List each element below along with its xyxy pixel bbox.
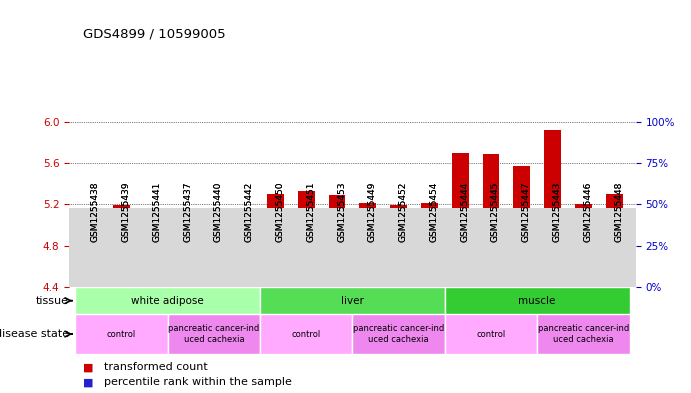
Text: GSM1255437: GSM1255437: [183, 182, 192, 242]
Text: pancreatic cancer-ind
uced cachexia: pancreatic cancer-ind uced cachexia: [538, 324, 629, 344]
Point: [332, 249, 343, 255]
FancyBboxPatch shape: [168, 314, 260, 354]
Point: [516, 242, 527, 249]
Text: control: control: [107, 330, 136, 338]
Text: ■: ■: [83, 362, 93, 373]
Text: GDS4899 / 10599005: GDS4899 / 10599005: [83, 28, 225, 40]
Point: [116, 251, 127, 257]
Point: [178, 254, 189, 260]
Text: GSM1255444: GSM1255444: [460, 182, 469, 242]
Text: control: control: [476, 330, 506, 338]
Point: [486, 239, 497, 246]
FancyBboxPatch shape: [352, 314, 445, 354]
FancyBboxPatch shape: [445, 287, 630, 314]
FancyBboxPatch shape: [75, 314, 168, 354]
FancyBboxPatch shape: [537, 314, 630, 354]
Bar: [452, 153, 468, 287]
Point: [301, 246, 312, 252]
Point: [270, 248, 281, 254]
Text: GSM1255452: GSM1255452: [399, 182, 408, 242]
Text: GSM1255453: GSM1255453: [337, 182, 346, 242]
Text: GSM1255440: GSM1255440: [214, 182, 223, 242]
Bar: [236, 275, 253, 287]
FancyBboxPatch shape: [260, 287, 445, 314]
Text: GSM1255450: GSM1255450: [276, 182, 285, 242]
Text: GSM1255445: GSM1255445: [491, 182, 500, 242]
Point: [239, 279, 250, 285]
FancyBboxPatch shape: [69, 208, 636, 287]
Bar: [359, 203, 377, 287]
Text: GSM1255446: GSM1255446: [583, 182, 592, 242]
Text: liver: liver: [341, 296, 364, 306]
Text: tissue: tissue: [36, 296, 69, 306]
Point: [455, 237, 466, 244]
Bar: [513, 166, 530, 287]
Point: [85, 264, 96, 270]
Text: GSM1255453: GSM1255453: [337, 182, 346, 242]
Text: GSM1255451: GSM1255451: [306, 182, 315, 242]
Point: [547, 221, 558, 227]
Point: [362, 252, 373, 259]
Text: white adipose: white adipose: [131, 296, 204, 306]
Text: GSM1255444: GSM1255444: [460, 182, 469, 242]
Text: GSM1255454: GSM1255454: [429, 182, 438, 242]
Text: GSM1255449: GSM1255449: [368, 182, 377, 242]
Text: GSM1255437: GSM1255437: [183, 182, 192, 242]
Bar: [267, 194, 284, 287]
Bar: [390, 206, 407, 287]
FancyBboxPatch shape: [260, 314, 352, 354]
Text: GSM1255439: GSM1255439: [122, 182, 131, 242]
Bar: [144, 235, 161, 287]
Text: GSM1255447: GSM1255447: [522, 182, 531, 242]
Bar: [575, 204, 591, 287]
Bar: [175, 209, 191, 287]
Point: [208, 254, 219, 260]
Text: GSM1255439: GSM1255439: [122, 182, 131, 242]
Point: [424, 252, 435, 259]
Text: ■: ■: [83, 377, 93, 387]
Bar: [82, 239, 99, 287]
Text: GSM1255442: GSM1255442: [245, 182, 254, 242]
Text: muscle: muscle: [518, 296, 556, 306]
Text: percentile rank within the sample: percentile rank within the sample: [104, 377, 292, 387]
Text: pancreatic cancer-ind
uced cachexia: pancreatic cancer-ind uced cachexia: [168, 324, 259, 344]
Point: [146, 261, 158, 267]
Text: GSM1255443: GSM1255443: [553, 182, 562, 242]
Text: GSM1255445: GSM1255445: [491, 182, 500, 242]
Bar: [113, 206, 130, 287]
Text: GSM1255438: GSM1255438: [91, 182, 100, 242]
Text: control: control: [292, 330, 321, 338]
Bar: [328, 195, 346, 287]
Bar: [544, 130, 561, 287]
Text: GSM1255446: GSM1255446: [583, 182, 592, 242]
Text: GSM1255448: GSM1255448: [614, 182, 623, 242]
Text: GSM1255441: GSM1255441: [152, 182, 161, 242]
Text: GSM1255454: GSM1255454: [429, 182, 438, 242]
Text: GSM1255448: GSM1255448: [614, 182, 623, 242]
Text: GSM1255452: GSM1255452: [399, 182, 408, 242]
Text: GSM1255443: GSM1255443: [553, 182, 562, 242]
Text: pancreatic cancer-ind
uced cachexia: pancreatic cancer-ind uced cachexia: [353, 324, 444, 344]
Bar: [298, 191, 314, 287]
Text: GSM1255450: GSM1255450: [276, 182, 285, 242]
Text: transformed count: transformed count: [104, 362, 207, 373]
Point: [393, 254, 404, 260]
Text: GSM1255449: GSM1255449: [368, 182, 377, 242]
Text: GSM1255447: GSM1255447: [522, 182, 531, 242]
Bar: [421, 203, 438, 287]
Point: [609, 248, 620, 254]
Text: GSM1255440: GSM1255440: [214, 182, 223, 242]
Text: GSM1255451: GSM1255451: [306, 182, 315, 242]
Point: [578, 256, 589, 262]
FancyBboxPatch shape: [75, 287, 260, 314]
Bar: [482, 154, 500, 287]
Text: GSM1255438: GSM1255438: [91, 182, 100, 242]
Bar: [606, 194, 623, 287]
Text: GSM1255441: GSM1255441: [152, 182, 161, 242]
Bar: [205, 211, 223, 287]
FancyBboxPatch shape: [445, 314, 537, 354]
Text: disease state: disease state: [0, 329, 69, 339]
Text: GSM1255442: GSM1255442: [245, 182, 254, 242]
